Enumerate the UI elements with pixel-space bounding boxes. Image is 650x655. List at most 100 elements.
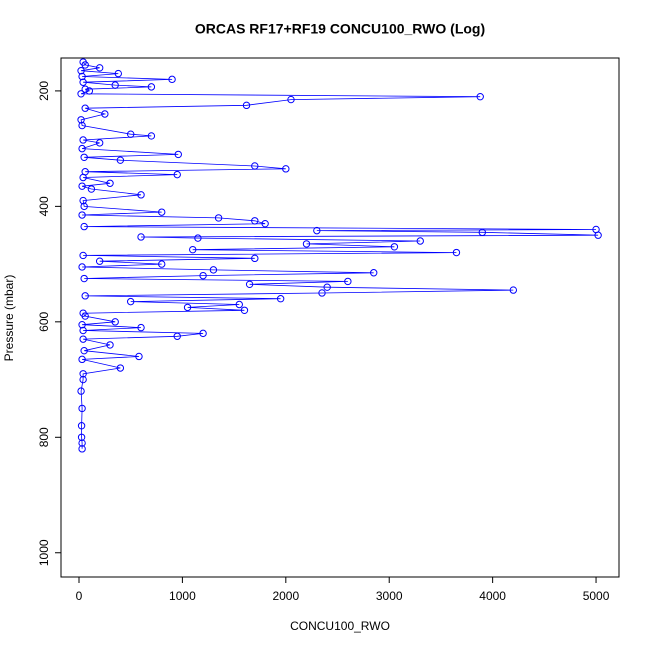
data-point xyxy=(106,341,114,349)
data-point xyxy=(78,72,86,81)
data-point xyxy=(77,433,86,441)
plot-frame xyxy=(60,57,620,578)
data-point xyxy=(78,182,86,190)
data-point xyxy=(77,67,85,75)
data-point xyxy=(85,87,94,95)
data-point xyxy=(476,92,484,101)
data-point xyxy=(77,422,86,430)
y-tick-label: 800 xyxy=(37,427,51,447)
data-point xyxy=(78,211,86,219)
data-point xyxy=(78,144,86,153)
data-point xyxy=(276,295,285,303)
data-point xyxy=(95,257,104,265)
data-point xyxy=(137,191,145,199)
data-point xyxy=(287,95,295,104)
data-point xyxy=(79,173,87,182)
data-point xyxy=(101,110,109,118)
data-point xyxy=(137,323,145,332)
data-point xyxy=(158,260,166,268)
data-point xyxy=(126,297,135,306)
x-tick-label: 1000 xyxy=(169,589,196,603)
data-point xyxy=(245,280,254,289)
x-tick-label: 2000 xyxy=(272,589,299,603)
data-point xyxy=(79,251,87,260)
data-point xyxy=(302,240,311,248)
data-point xyxy=(81,292,89,300)
data-point xyxy=(313,226,321,235)
x-tick-label: 4000 xyxy=(479,589,506,603)
data-point xyxy=(78,321,86,329)
data-point xyxy=(214,214,223,222)
data-point xyxy=(79,136,87,144)
data-point xyxy=(77,116,85,124)
data-point xyxy=(111,318,119,326)
data-point xyxy=(344,277,352,286)
data-point xyxy=(478,228,486,237)
data-point xyxy=(116,156,125,164)
data-point xyxy=(78,263,86,271)
data-line xyxy=(80,61,599,449)
data-point xyxy=(194,234,202,242)
data-point xyxy=(95,64,104,72)
data-point xyxy=(79,196,87,205)
data-point xyxy=(147,83,156,91)
data-point xyxy=(199,329,207,338)
data-point xyxy=(168,75,176,84)
data-point xyxy=(116,364,125,372)
data-point xyxy=(242,101,251,110)
y-tick-label: 600 xyxy=(37,311,51,331)
data-point xyxy=(78,445,86,453)
data-point xyxy=(251,162,259,170)
y-tick-label: 200 xyxy=(37,81,51,101)
data-point xyxy=(79,370,87,378)
data-point xyxy=(95,139,104,147)
x-tick-label: 5000 xyxy=(583,589,610,603)
data-point xyxy=(78,121,86,130)
x-tick-label: 3000 xyxy=(376,589,403,603)
data-point xyxy=(509,286,518,294)
data-point xyxy=(147,132,156,140)
data-point xyxy=(183,303,192,312)
x-axis-label: CONCU100_RWO xyxy=(290,619,390,633)
data-point xyxy=(173,170,181,179)
data-point xyxy=(81,312,89,320)
data-point xyxy=(137,233,145,241)
data-point xyxy=(452,248,461,257)
data-point xyxy=(174,150,182,159)
data-point xyxy=(370,269,378,277)
data-point xyxy=(81,61,89,69)
data-point xyxy=(416,237,424,245)
data-point xyxy=(173,332,181,340)
data-point xyxy=(80,346,88,355)
data-point xyxy=(79,375,87,384)
data-point xyxy=(81,85,89,93)
y-tick-label: 1000 xyxy=(37,539,51,566)
data-point xyxy=(318,289,326,297)
data-point xyxy=(80,202,88,211)
data-point xyxy=(323,283,331,291)
data-point xyxy=(78,439,86,447)
y-tick-label: 400 xyxy=(37,196,51,216)
data-point xyxy=(79,78,87,86)
data-point xyxy=(390,243,399,251)
y-axis-label: Pressure (mbar) xyxy=(2,275,16,362)
data-point xyxy=(87,185,96,193)
data-point xyxy=(79,326,87,335)
data-point xyxy=(158,208,166,216)
data-point xyxy=(235,300,243,309)
data-point xyxy=(77,387,85,395)
data-point xyxy=(240,306,249,314)
data-point xyxy=(199,271,207,280)
data-point xyxy=(77,90,85,98)
data-point xyxy=(594,231,602,239)
data-point xyxy=(126,130,135,138)
data-point xyxy=(282,165,290,173)
data-point xyxy=(80,153,88,161)
data-point xyxy=(79,335,87,343)
data-point xyxy=(80,222,88,231)
data-point xyxy=(251,217,259,225)
chart-title: ORCAS RF17+RF19 CONCU100_RWO (Log) xyxy=(195,21,485,37)
data-point xyxy=(114,69,122,78)
data-point xyxy=(189,245,197,254)
